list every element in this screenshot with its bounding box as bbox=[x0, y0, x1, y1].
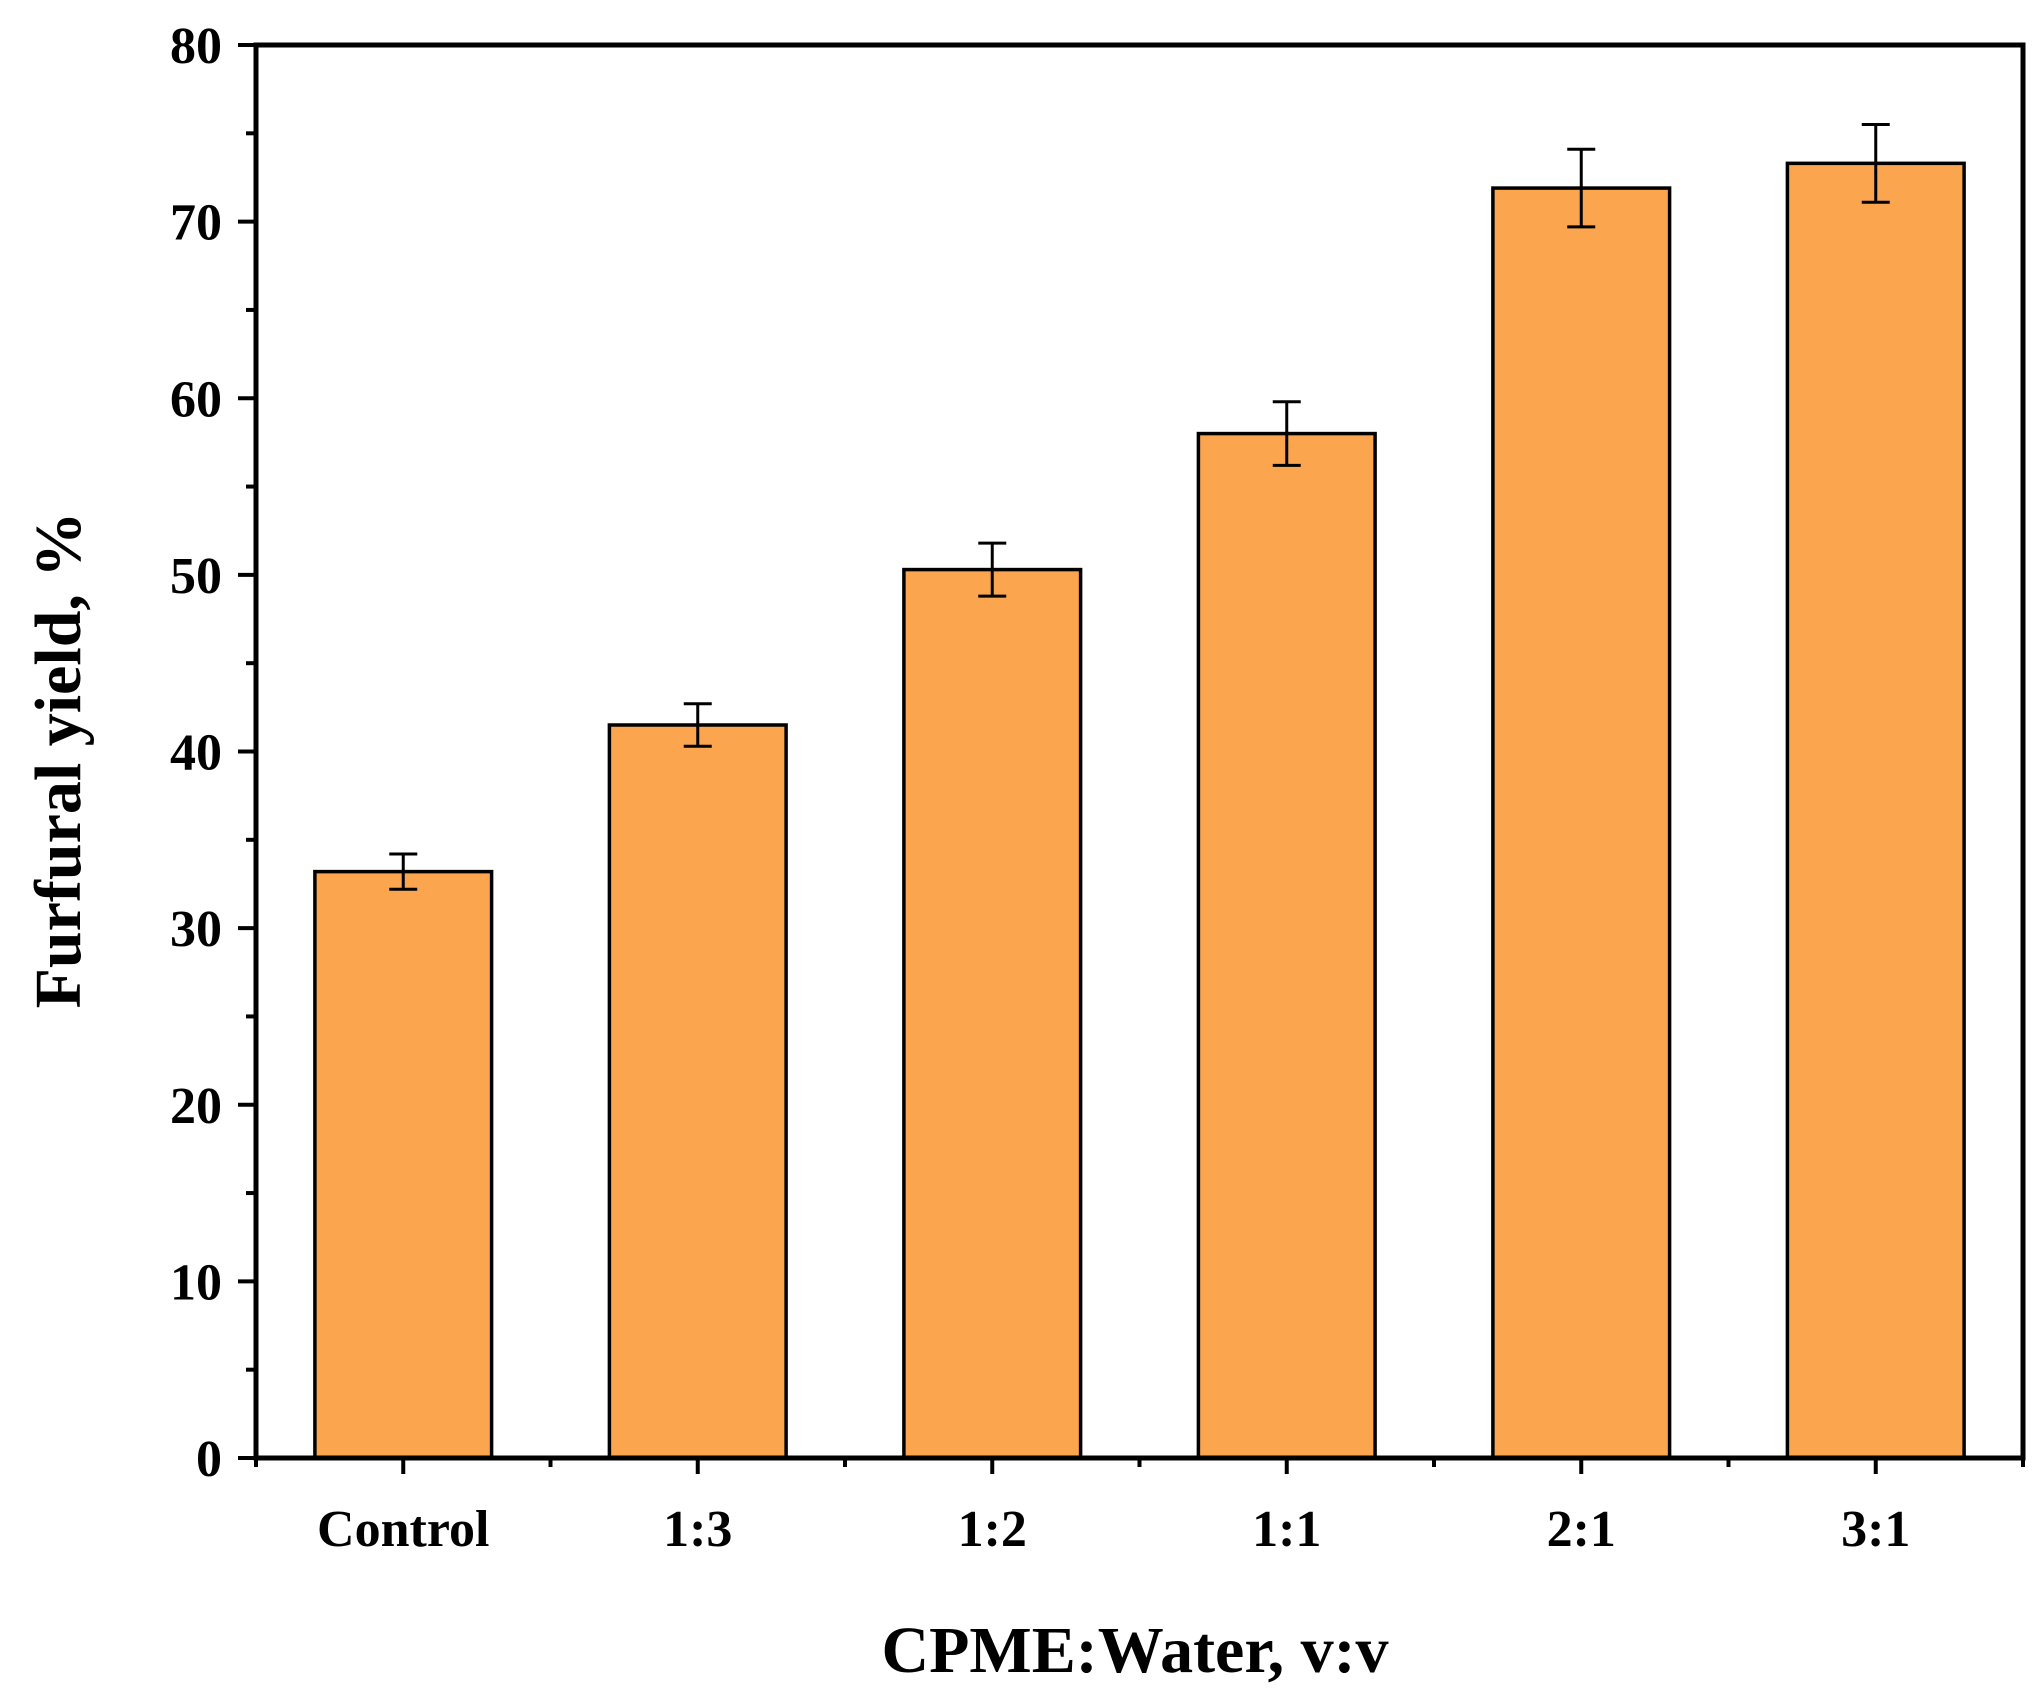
x-tick-label: 2:1 bbox=[1547, 1501, 1616, 1558]
y-tick-label: 40 bbox=[170, 725, 222, 782]
error-bar-1-1 bbox=[1272, 400, 1301, 467]
y-tick-label: 30 bbox=[170, 901, 222, 958]
y-tick-label: 70 bbox=[170, 195, 222, 252]
bars-layer bbox=[313, 161, 1966, 1460]
error-bar-1-3 bbox=[683, 702, 712, 748]
x-tick-label: Control bbox=[317, 1501, 489, 1558]
x-tick-label: 1:2 bbox=[958, 1501, 1027, 1558]
y-axis-title: Furfural yield, % bbox=[22, 512, 95, 1009]
error-bar-1-2 bbox=[978, 541, 1007, 598]
error-bar-control bbox=[389, 852, 418, 891]
labels-layer: Control 1:3 1:2 1:1 2:1 3:1 0 10 20 30 40 50 60 70 80 bbox=[170, 18, 1910, 1558]
y-tick-label: 60 bbox=[170, 371, 222, 428]
error-bar-2-1 bbox=[1567, 147, 1596, 229]
bar-1-1 bbox=[1196, 431, 1377, 1460]
bar-control bbox=[313, 869, 494, 1460]
ticks-layer bbox=[238, 43, 2025, 1474]
x-tick-label: 3:1 bbox=[1841, 1501, 1910, 1558]
y-tick-label: 10 bbox=[170, 1254, 222, 1311]
x-axis-title: CPME:Water, v:v bbox=[881, 1614, 1388, 1687]
bar-1-2 bbox=[902, 567, 1083, 1460]
y-tick-label: 20 bbox=[170, 1078, 222, 1135]
bar-3-1 bbox=[1785, 161, 1966, 1460]
x-tick-label: 1:1 bbox=[1252, 1501, 1321, 1558]
error-bar-3-1 bbox=[1861, 122, 1890, 204]
y-tick-label: 0 bbox=[196, 1431, 222, 1488]
y-tick-label: 80 bbox=[170, 18, 222, 75]
y-tick-label: 50 bbox=[170, 548, 222, 605]
x-tick-label: 1:3 bbox=[663, 1501, 732, 1558]
bar-2-1 bbox=[1491, 186, 1672, 1460]
error-bars-layer bbox=[389, 122, 1890, 891]
bar-1-3 bbox=[607, 723, 788, 1460]
